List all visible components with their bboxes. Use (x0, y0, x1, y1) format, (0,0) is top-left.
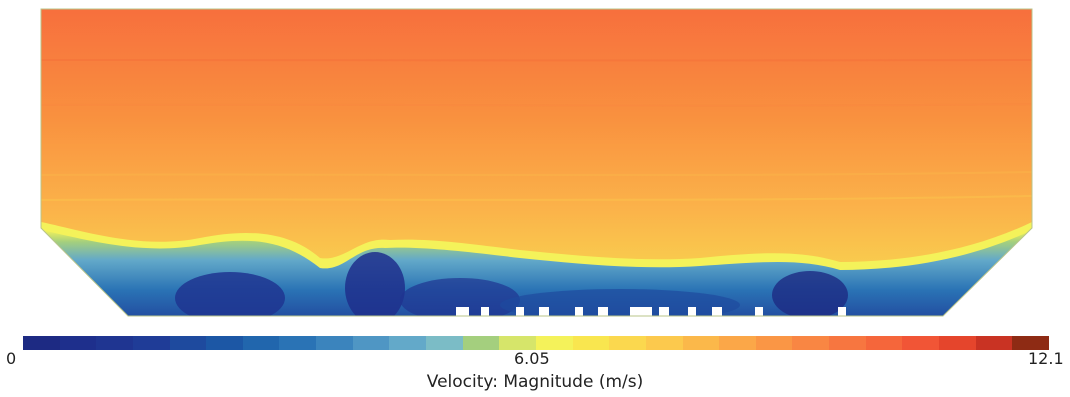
colorbar-segment (1012, 336, 1049, 350)
colorbar-segment (792, 336, 830, 350)
colorbar-segment (645, 336, 683, 350)
colorbar-max-label: 12.1 (1028, 349, 1064, 368)
colorbar-segment (975, 336, 1013, 350)
colorbar-segment (389, 336, 427, 350)
colorbar-segment (572, 336, 610, 350)
colorbar-segment (352, 336, 390, 350)
colorbar (23, 336, 1049, 350)
colorbar-segment (865, 336, 903, 350)
colorbar-segment (682, 336, 720, 350)
colorbar-segment (426, 336, 463, 350)
colorbar-segment (279, 336, 317, 350)
colorbar-segment (316, 336, 353, 350)
colorbar-segment (939, 336, 976, 350)
colorbar-min-label: 0 (6, 349, 17, 368)
colorbar-segment (23, 336, 60, 350)
colorbar-title: Velocity: Magnitude (m/s) (426, 372, 644, 392)
colorbar-segment (462, 336, 500, 350)
colorbar-segment (96, 336, 133, 350)
colorbar-segment (242, 336, 280, 350)
colorbar-mid-label: 6.05 (514, 349, 550, 368)
velocity-contour-plot (40, 8, 1033, 317)
colorbar-segment (132, 336, 170, 350)
floor-obstacles (456, 307, 846, 316)
colorbar-segment (719, 336, 756, 350)
colorbar-segment (755, 336, 793, 350)
deep-velocity-pockets (175, 252, 848, 316)
colorbar-segment (535, 336, 573, 350)
contour-bands (41, 58, 1032, 201)
colorbar-segment (206, 336, 243, 350)
colorbar-segment (499, 336, 536, 350)
colorbar-segment (59, 336, 97, 350)
colorbar-segment (169, 336, 207, 350)
colorbar-segment (902, 336, 940, 350)
colorbar-segment (829, 336, 866, 350)
colorbar-segment (609, 336, 646, 350)
domain-outline (40, 8, 1033, 317)
